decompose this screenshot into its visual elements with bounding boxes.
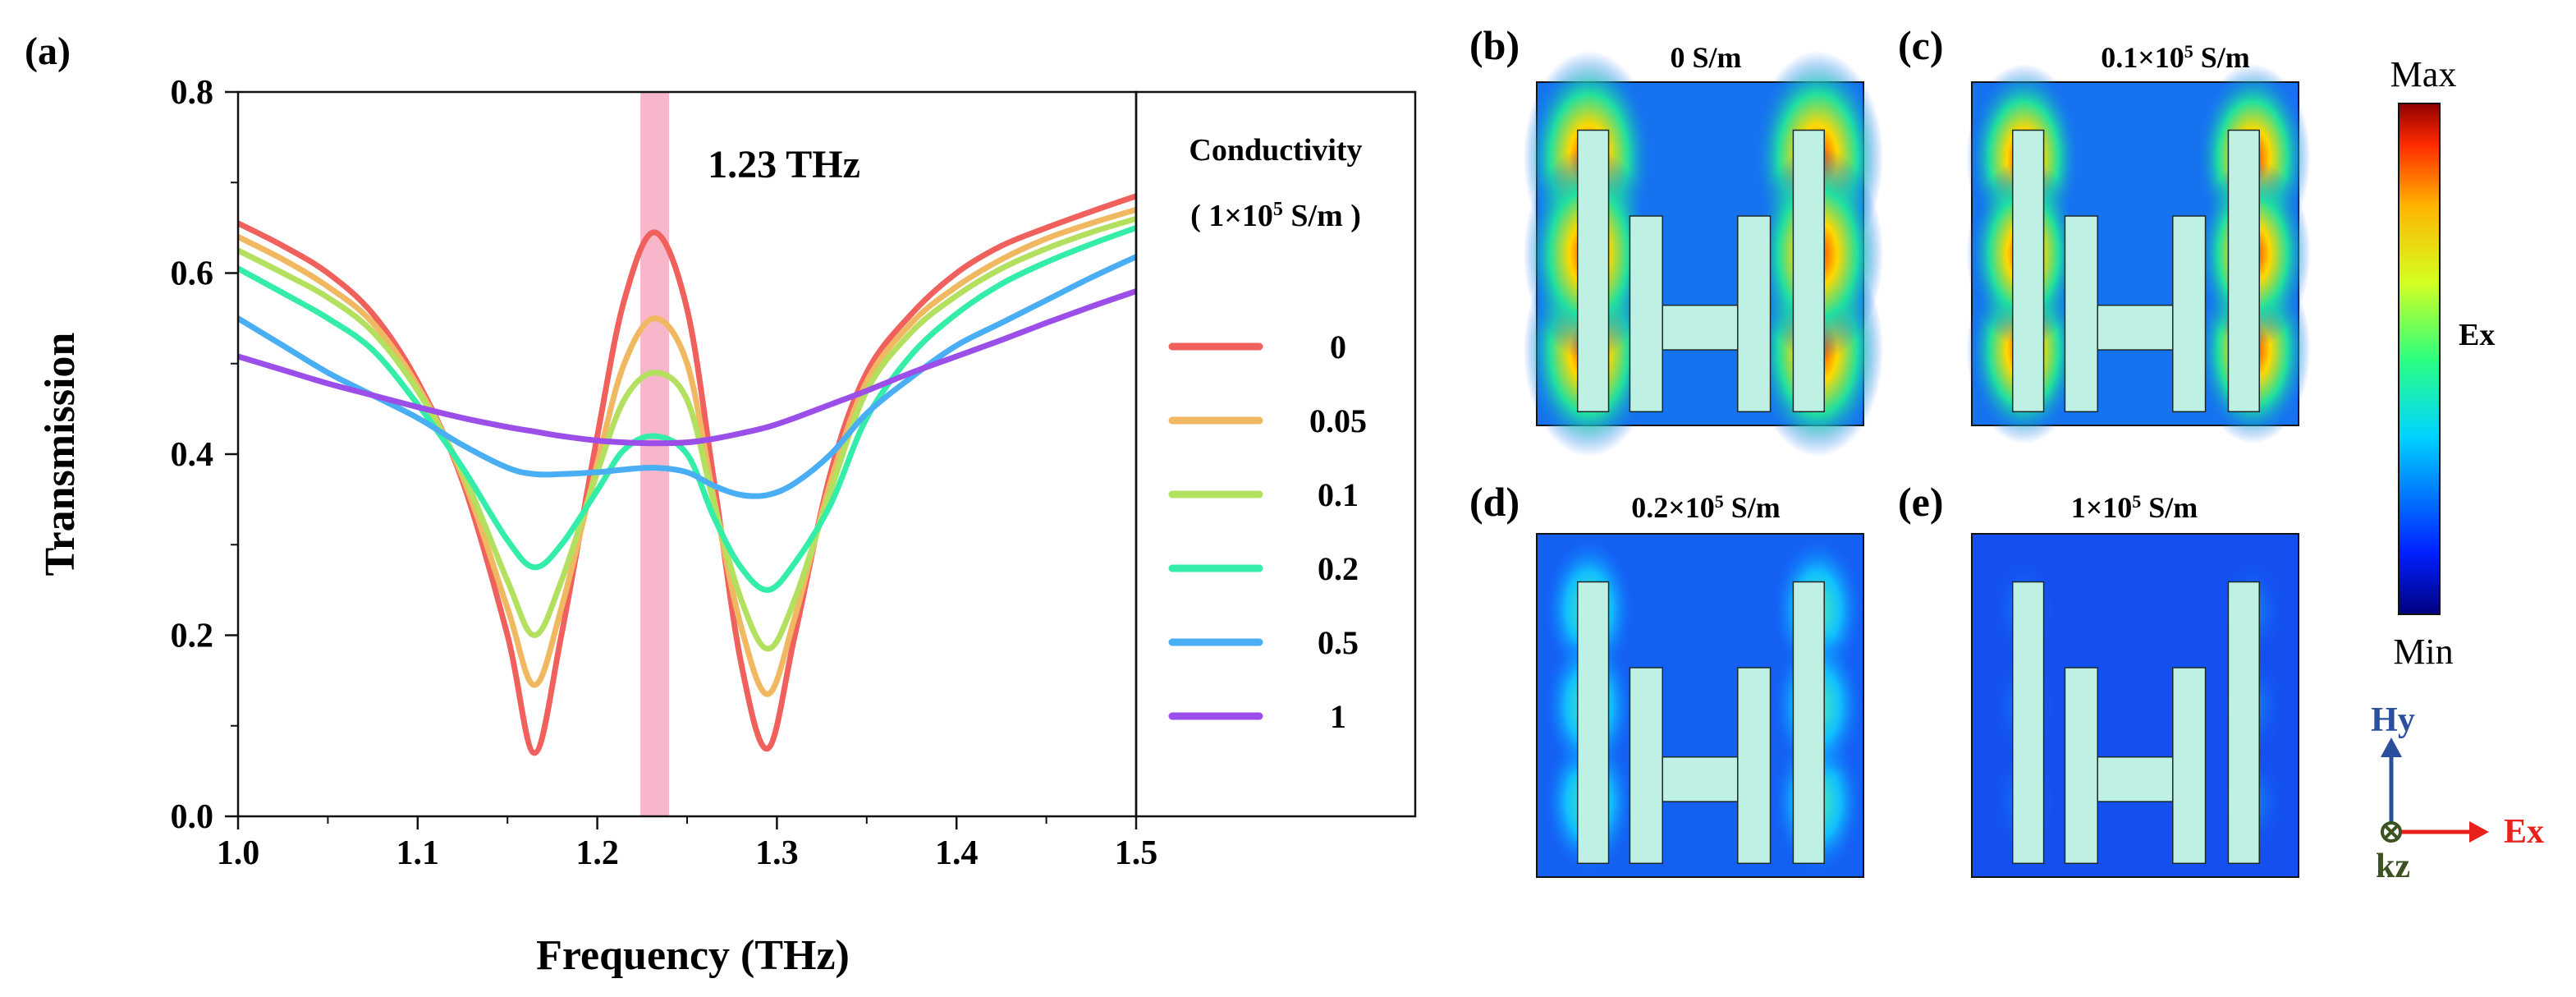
legend-label-4: 0.5 [1318, 624, 1359, 661]
x-tick-label-5: 1.5 [1115, 834, 1158, 872]
field-map-0 [1523, 50, 1884, 457]
series-line-4 [238, 254, 1136, 499]
series-line-3 [238, 224, 1136, 593]
y-tick-label-1: 0.2 [171, 618, 214, 655]
y-tick-label-0: 0.0 [171, 798, 214, 836]
x-tick-label-3: 1.3 [755, 834, 799, 872]
y-axis-label: Transmission [37, 333, 84, 577]
axis-label-hy: Hy [2371, 701, 2415, 739]
colorbar [2398, 103, 2441, 615]
field-map-3 [1971, 533, 2299, 878]
panel-title-2: 0.2×105 S/m [1631, 491, 1781, 525]
y-tick-label-4: 0.8 [171, 74, 214, 112]
coordinate-axes-icon [2381, 737, 2489, 843]
colorbar-quantity-label: Ex [2459, 318, 2495, 352]
series-line-5 [238, 288, 1136, 447]
colorbar-max-label: Max [2390, 54, 2457, 94]
series-lines [238, 193, 1136, 756]
y-tick-label-2: 0.4 [171, 436, 214, 474]
panel-label-a: (a) [25, 30, 71, 73]
highlight-annotation: 1.23 THz [708, 143, 860, 186]
field-map-2 [1536, 533, 1864, 878]
legend-label-5: 1 [1330, 698, 1346, 735]
highlight-band [640, 92, 670, 816]
legend-label-2: 0.1 [1318, 476, 1359, 513]
panel-title-3: 1×105 S/m [2071, 491, 2198, 525]
x-axis-label: Frequency (THz) [536, 932, 850, 979]
y-tick-label-3: 0.6 [171, 255, 214, 293]
field-maps: (b) 0 S/m (c) 0.1×105 S/m (d) 0.2×105 S/m (e) 1… [1469, 22, 2311, 878]
legend-title: Conductivity [1189, 133, 1362, 168]
panel-label-2: (d) [1469, 479, 1519, 525]
axis-label-kz: kz [2376, 848, 2410, 885]
field-map-1 [1966, 63, 2311, 444]
legend-entries: 0 0.05 0.1 0.2 0.5 1 [1168, 329, 1367, 735]
panel-label-3: (e) [1898, 479, 1944, 525]
legend-frame [1134, 90, 1417, 818]
x-tick-label-4: 1.4 [935, 834, 979, 872]
colorbar-min-label: Min [2393, 632, 2453, 672]
axis-ticks: 1.0 1.1 1.2 1.3 1.4 1.5 0.0 0.2 0.4 0.6 0.8 [171, 74, 1158, 872]
legend-label-3: 0.2 [1318, 550, 1359, 587]
x-tick-label-1: 1.1 [396, 834, 440, 872]
axis-label-ex: Ex [2504, 813, 2544, 851]
legend-label-0: 0 [1330, 329, 1346, 365]
panel-label-1: (c) [1898, 22, 1944, 68]
panel-title-0: 0 S/m [1670, 41, 1741, 74]
panel-title-1: 0.1×105 S/m [2101, 41, 2250, 75]
legend-subtitle: ( 1×105 S/m ) [1190, 199, 1361, 233]
x-tick-label-0: 1.0 [217, 834, 260, 872]
panel-label-0: (b) [1469, 22, 1519, 68]
legend-label-1: 0.05 [1309, 402, 1367, 439]
x-tick-label-2: 1.2 [575, 834, 619, 872]
